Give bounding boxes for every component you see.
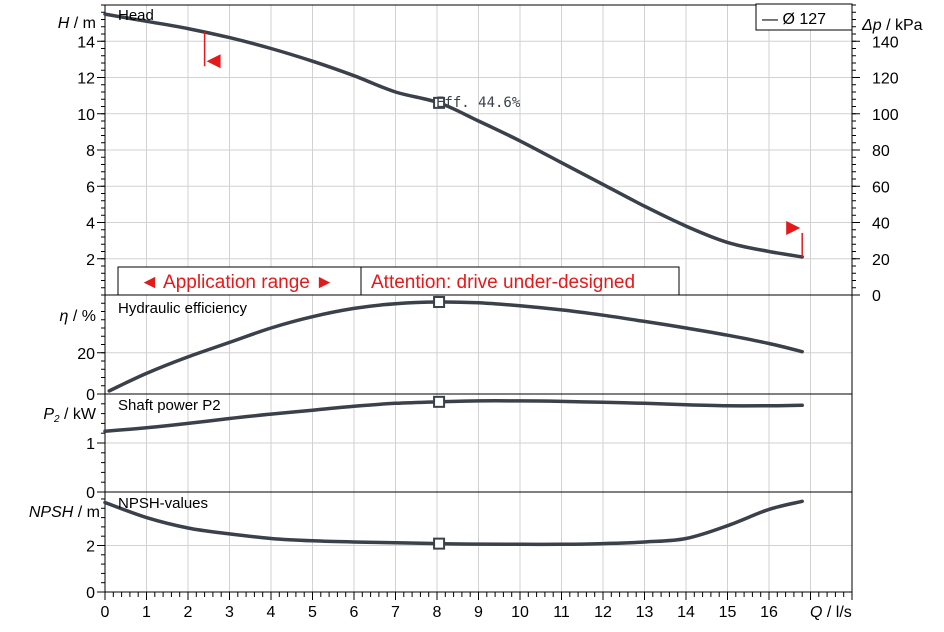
x-tick-label-15: 15	[719, 604, 737, 621]
pressure-tick-label-6: 120	[872, 71, 899, 88]
head-tick-label-6: 14	[77, 34, 95, 51]
x-tick-label-5: 5	[308, 604, 317, 621]
application-range-label: ◄ Application range ►	[140, 272, 334, 293]
efficiency-curve	[107, 300, 804, 393]
pressure-tick-label-1: 20	[872, 252, 890, 269]
efficiency-panel-title: Hydraulic efficiency	[118, 300, 247, 317]
x-axis-label: Q / l/s	[810, 604, 852, 621]
npsh-axis-unit: / m	[73, 504, 100, 521]
power-axis-name: P	[43, 406, 54, 423]
npsh-panel-title: NPSH-values	[118, 495, 208, 512]
x-axis-unit: / l/s	[822, 604, 851, 621]
grid-layer	[105, 5, 852, 592]
application-range-box	[117, 266, 362, 296]
npsh-tick-label-1: 2	[86, 538, 95, 555]
x-tick-label-10: 10	[511, 604, 529, 621]
efficiency-axis-unit: / %	[68, 308, 96, 325]
npsh-tick-label-0: 0	[86, 585, 95, 602]
pressure-tick-label-4: 80	[872, 143, 890, 160]
efficiency-tick-label-0: 0	[86, 387, 95, 404]
legend-box	[755, 3, 853, 31]
head-tick-label-1: 4	[86, 216, 95, 233]
head-tick-label-3: 8	[86, 143, 95, 160]
x-tick-label-2: 2	[184, 604, 193, 621]
power-axis-unit: / kW	[60, 406, 97, 423]
pressure-tick-label-2: 40	[872, 216, 890, 233]
efficiency-operating-point	[433, 296, 446, 309]
pressure-tick-label-0: 0	[872, 288, 881, 305]
x-tick-label-11: 11	[553, 604, 570, 621]
power-axis-subscript: 2	[53, 414, 60, 425]
pressure-axis-label: Δp / kPa	[861, 17, 923, 34]
attention-label: Attention: drive under-designed	[371, 272, 635, 293]
npsh-axis-name: NPSH	[29, 504, 74, 521]
pressure-tick-label-3: 60	[872, 179, 890, 196]
head-tick-label-2: 6	[86, 179, 95, 196]
head-tick-label-5: 12	[77, 71, 95, 88]
x-tick-label-12: 12	[594, 604, 612, 621]
left-limit-arrow	[206, 54, 221, 69]
head-axis-unit: / m	[69, 15, 96, 32]
npsh-curve	[103, 499, 804, 547]
x-axis-name: Q	[810, 604, 822, 621]
pressure-tick-label-7: 140	[872, 34, 899, 51]
x-tick-label-1: 1	[142, 604, 151, 621]
npsh-operating-point	[433, 537, 446, 550]
x-tick-label-13: 13	[636, 604, 654, 621]
power-panel-title: Shaft power P2	[118, 397, 221, 414]
x-tick-label-0: 0	[101, 604, 110, 621]
efficiency-axis-name: η	[60, 308, 69, 325]
pressure-axis-name: Δp	[861, 17, 882, 34]
head-panel-title: Head	[118, 7, 154, 24]
x-tick-label-3: 3	[225, 604, 234, 621]
x-tick-label-8: 8	[433, 604, 442, 621]
power-curve	[103, 399, 804, 433]
efficiency-point-label: Eff. 44.6%	[436, 95, 521, 111]
x-tick-label-4: 4	[267, 604, 276, 621]
efficiency-axis-label: η / %	[60, 308, 96, 325]
head-tick-label-4: 10	[77, 107, 95, 124]
curve-layer	[103, 12, 804, 547]
head-tick-label-0: 2	[86, 252, 95, 269]
head-axis-name: H	[58, 15, 70, 32]
x-tick-label-6: 6	[350, 604, 359, 621]
power-tick-label-0: 0	[86, 485, 95, 502]
head-axis-label: H / m	[58, 15, 96, 32]
x-tick-label-14: 14	[677, 604, 695, 621]
x-tick-label-7: 7	[391, 604, 400, 621]
attention-box	[360, 266, 680, 296]
right-limit-arrow	[786, 220, 801, 235]
power-tick-label-1: 1	[86, 436, 95, 453]
efficiency-tick-label-1: 20	[77, 346, 95, 363]
head-curve	[103, 12, 804, 259]
legend-label: — Ø 127	[762, 11, 826, 28]
x-tick-label-9: 9	[474, 604, 483, 621]
x-tick-label-16: 16	[760, 604, 778, 621]
npsh-axis-label: NPSH / m	[29, 504, 100, 521]
pressure-tick-label-5: 100	[872, 107, 899, 124]
pressure-axis-unit: / kPa	[882, 17, 923, 34]
power-operating-point	[433, 395, 446, 408]
head-operating-point	[433, 96, 446, 109]
power-axis-label: P2 / kW	[43, 406, 97, 425]
mark-layer	[126, 32, 803, 550]
